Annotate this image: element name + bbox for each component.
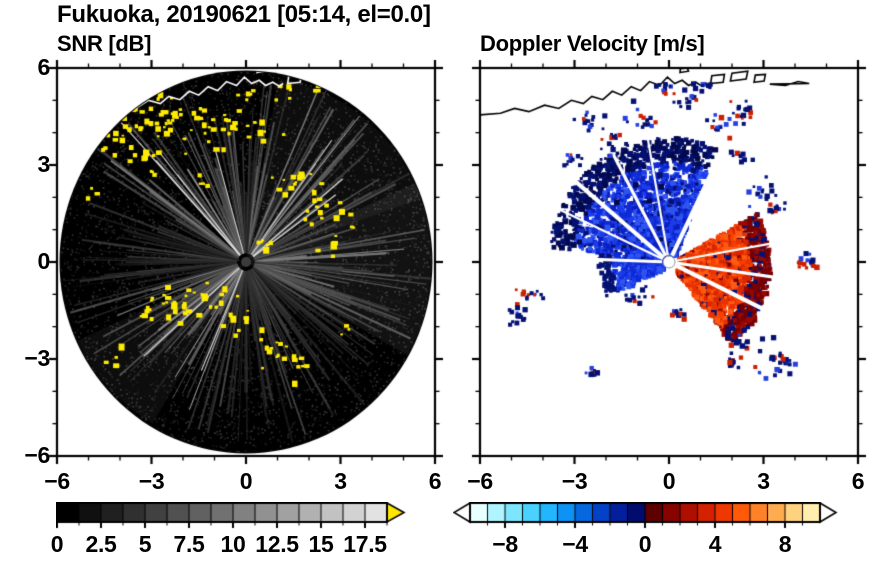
snr-colorbar-tick-label: 17.5 (343, 531, 387, 557)
x-tick-label: 0 (239, 468, 253, 494)
x-tick-label: 3 (334, 468, 347, 494)
snr-plot (45, 56, 447, 468)
snr-colorbar (56, 502, 408, 532)
doppler-colorbar (453, 502, 839, 532)
x-tick-label: −3 (138, 468, 165, 494)
snr-colorbar-tick-label: 12.5 (255, 531, 299, 557)
doppler-colorbar-tick-label: −8 (492, 531, 518, 557)
x-tick-label: 0 (662, 468, 676, 494)
doppler-colorbar-tick-label: 0 (638, 531, 652, 557)
x-tick-label: 6 (428, 468, 442, 494)
snr-colorbar-tick-label: 0 (50, 531, 64, 557)
x-tick-label: 3 (757, 468, 770, 494)
snr-panel-title: SNR [dB] (57, 31, 152, 56)
x-tick-label: 6 (851, 468, 865, 494)
snr-colorbar-tick-label: 7.5 (173, 531, 205, 557)
doppler-panel-title: Doppler Velocity [m/s] (480, 31, 705, 56)
snr-colorbar-tick-label: 5 (138, 531, 152, 557)
doppler-colorbar-tick-label: −4 (562, 531, 588, 557)
doppler-colorbar-tick-label: 4 (708, 531, 722, 557)
snr-colorbar-tick-label: 2.5 (85, 531, 117, 557)
snr-colorbar-tick-label: 10 (220, 531, 246, 557)
x-tick-label: −3 (561, 468, 588, 494)
doppler-colorbar-tick-label: 8 (778, 531, 792, 557)
x-tick-label: −6 (467, 468, 493, 494)
x-tick-label: −6 (44, 468, 70, 494)
doppler-plot (468, 56, 870, 468)
snr-colorbar-tick-label: 15 (308, 531, 334, 557)
figure-title: Fukuoka, 20190621 [05:14, el=0.0] (57, 1, 431, 28)
